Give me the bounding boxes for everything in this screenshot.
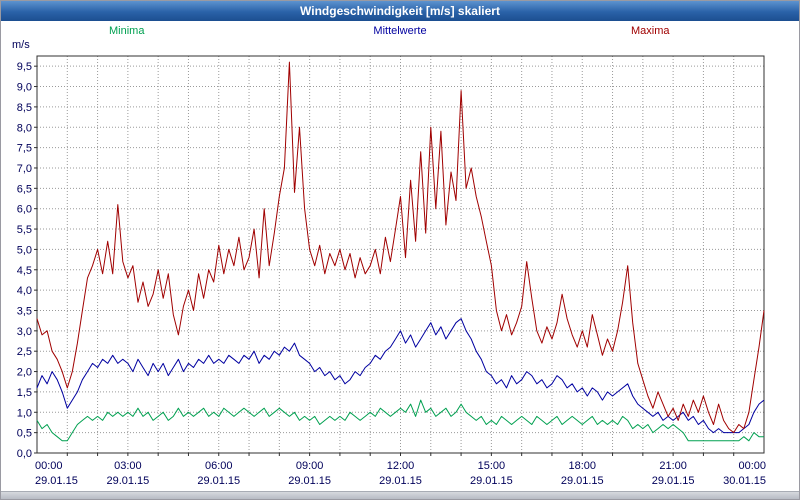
svg-text:4,0: 4,0: [17, 285, 32, 297]
svg-text:9,0: 9,0: [17, 82, 32, 94]
svg-text:29.01.15: 29.01.15: [35, 475, 78, 487]
svg-text:7,5: 7,5: [17, 143, 32, 155]
svg-text:9,5: 9,5: [17, 61, 32, 73]
y-axis-unit-label: m/s: [12, 39, 30, 51]
window-title-bar: Windgeschwindigkeit [m/s] skaliert: [1, 1, 799, 21]
svg-text:21:00: 21:00: [659, 460, 687, 472]
window-bottom-edge: [1, 491, 799, 499]
svg-text:29.01.15: 29.01.15: [379, 475, 422, 487]
svg-text:0,0: 0,0: [17, 448, 32, 460]
svg-text:30.01.15: 30.01.15: [723, 475, 766, 487]
svg-text:2,5: 2,5: [17, 346, 32, 358]
svg-text:29.01.15: 29.01.15: [470, 475, 513, 487]
svg-text:1,5: 1,5: [17, 387, 32, 399]
svg-text:15:00: 15:00: [478, 460, 506, 472]
svg-text:06:00: 06:00: [205, 460, 233, 472]
svg-text:5,5: 5,5: [17, 224, 32, 236]
svg-text:8,5: 8,5: [17, 102, 32, 114]
svg-text:3,0: 3,0: [17, 326, 32, 338]
svg-text:18:00: 18:00: [568, 460, 596, 472]
svg-text:00:00: 00:00: [35, 460, 63, 472]
legend-item-mittelwerte: Mittelwerte: [373, 25, 427, 37]
svg-text:2,0: 2,0: [17, 367, 32, 379]
svg-text:6,0: 6,0: [17, 204, 32, 216]
svg-text:6,5: 6,5: [17, 183, 32, 195]
svg-text:8,0: 8,0: [17, 122, 32, 134]
svg-text:03:00: 03:00: [114, 460, 142, 472]
svg-text:3,5: 3,5: [17, 305, 32, 317]
legend-item-maxima: Maxima: [631, 25, 670, 37]
svg-text:12:00: 12:00: [387, 460, 415, 472]
svg-text:7,0: 7,0: [17, 163, 32, 175]
svg-text:4,5: 4,5: [17, 265, 32, 277]
svg-text:29.01.15: 29.01.15: [288, 475, 331, 487]
svg-text:09:00: 09:00: [296, 460, 324, 472]
legend-item-minima: Minima: [109, 25, 145, 37]
svg-text:29.01.15: 29.01.15: [561, 475, 604, 487]
svg-text:29.01.15: 29.01.15: [197, 475, 240, 487]
chart-legend: Minima Mittelwerte Maxima: [1, 25, 799, 41]
svg-text:00:00: 00:00: [738, 460, 766, 472]
svg-text:5,0: 5,0: [17, 244, 32, 256]
svg-text:1,0: 1,0: [17, 407, 32, 419]
svg-text:0,5: 0,5: [17, 428, 32, 440]
window-title: Windgeschwindigkeit [m/s] skaliert: [300, 4, 500, 18]
svg-text:29.01.15: 29.01.15: [652, 475, 695, 487]
svg-text:29.01.15: 29.01.15: [106, 475, 149, 487]
